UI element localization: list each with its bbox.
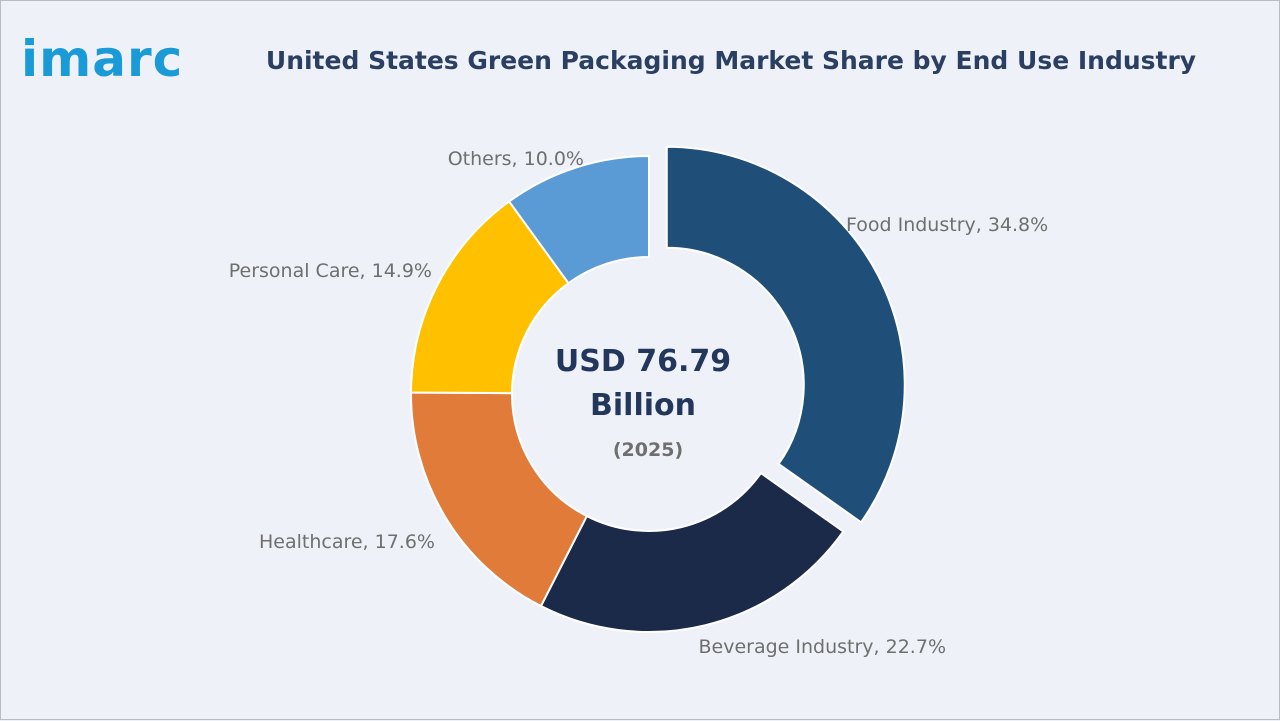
- slice-beverage-industry: [539, 471, 845, 633]
- label-food-industry: Food Industry, 34.8%: [846, 214, 1048, 236]
- slice-labels: Food Industry, 34.8% Beverage Industry, 2…: [229, 148, 1048, 658]
- center-value-line1: USD 76.79: [555, 344, 731, 379]
- label-personal-care: Personal Care, 14.9%: [229, 260, 432, 282]
- slice-food-industry: [665, 145, 906, 524]
- imarc-logo: imarc: [21, 30, 184, 88]
- center-year: (2025): [613, 439, 683, 461]
- label-beverage-industry: Beverage Industry, 22.7%: [699, 636, 947, 658]
- slice-others: [507, 154, 650, 285]
- label-healthcare: Healthcare, 17.6%: [259, 531, 435, 553]
- donut-slices: [409, 145, 906, 633]
- center-value-line2: Billion: [590, 388, 696, 423]
- chart-title: United States Green Packaging Market Sha…: [265, 46, 1197, 75]
- label-others: Others, 10.0%: [448, 148, 584, 170]
- slice-healthcare: [410, 391, 589, 608]
